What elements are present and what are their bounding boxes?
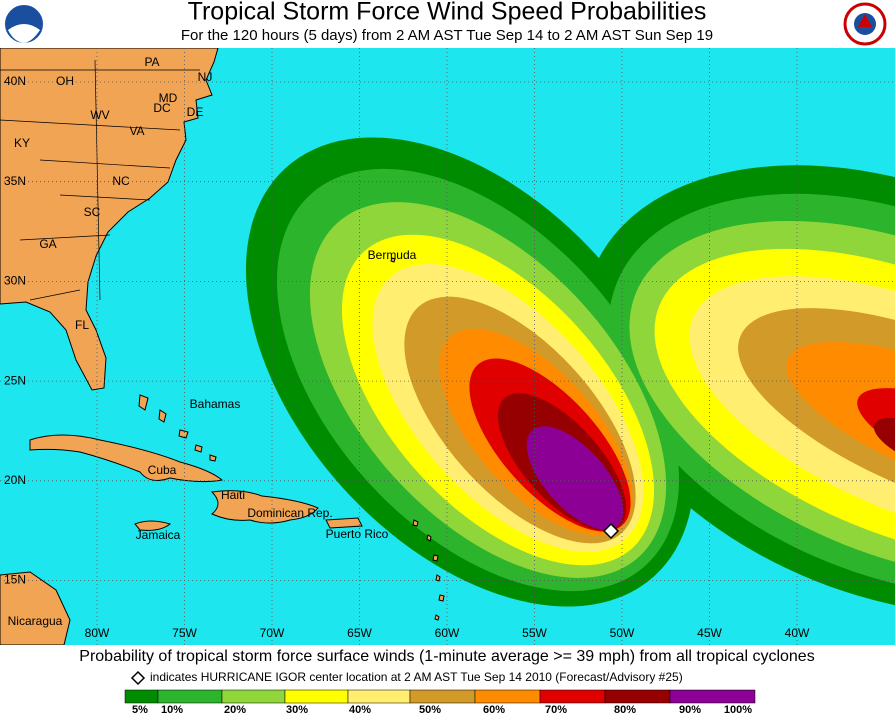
land (0, 48, 445, 645)
subtitle: For the 120 hours (5 days) from 2 AM AST… (181, 27, 713, 44)
place-label: VA (129, 124, 144, 138)
lon-label: 50W (610, 626, 635, 640)
lon-label: 45W (697, 626, 722, 640)
lat-label: 25N (4, 373, 26, 387)
storm-center-marker (602, 522, 620, 540)
lon-label: 60W (435, 626, 460, 640)
legend-swatch (221, 689, 286, 704)
lon-label: 65W (347, 626, 372, 640)
legend-label: 50% (419, 704, 441, 716)
lon-label: 80W (85, 626, 110, 640)
place-label: WV (90, 108, 109, 122)
legend-label: 5% (132, 704, 148, 716)
place-label: SC (84, 205, 101, 219)
legend: 5% 10% 20% 30% 40% 50% 60% 70% 80% 90% 100% (124, 689, 756, 716)
place-label: Nicaragua (8, 614, 63, 628)
legend-label: 90% (679, 704, 701, 716)
place-label: Jamaica (136, 528, 181, 542)
legend-swatch (539, 689, 606, 704)
note: indicates HURRICANE IGOR center location… (150, 670, 683, 684)
legend-label: 10% (161, 704, 183, 716)
legend-swatch (474, 689, 541, 704)
place-label: Dominican Rep. (247, 506, 332, 520)
place-label: DC (153, 101, 171, 115)
place-label: DE (187, 105, 204, 119)
legend-label: 80% (614, 704, 636, 716)
contour-level (786, 341, 895, 509)
legend-swatch (669, 689, 756, 704)
lon-label: 75W (172, 626, 197, 640)
legend-swatch (604, 689, 671, 704)
probability-contours (245, 137, 895, 615)
place-label: OH (56, 74, 74, 88)
place-label: NC (112, 174, 130, 188)
legend-marker (130, 670, 146, 686)
place-label: Puerto Rico (326, 527, 389, 541)
place-label: KY (14, 136, 30, 150)
contour-level (526, 426, 624, 530)
title: Tropical Storm Force Wind Speed Probabil… (188, 0, 707, 26)
place-label: Bermuda (368, 248, 417, 262)
legend-swatch (284, 689, 349, 704)
legend-swatch (157, 689, 223, 704)
legend-swatch (347, 689, 411, 704)
map-labels: 40N 35N 30N 25N 20N 15N 80W 75W 70W 65W 60W 55W 50W 4… (4, 55, 810, 640)
nws-logo (843, 2, 887, 46)
place-label: Cuba (148, 463, 177, 477)
place-label: GA (39, 237, 56, 251)
lat-label: 35N (4, 174, 26, 188)
lat-label: 30N (4, 274, 26, 288)
place-label: NJ (198, 70, 213, 84)
place-label: MD (159, 91, 178, 105)
legend-label: 60% (483, 704, 505, 716)
lat-label: 15N (4, 573, 26, 587)
legend-label: 20% (224, 704, 246, 716)
lat-label: 40N (4, 74, 26, 88)
legend-label: 40% (349, 704, 371, 716)
lat-label: 20N (4, 473, 26, 487)
lon-label: 55W (522, 626, 547, 640)
lon-label: 40W (785, 626, 810, 640)
place-label: PA (144, 55, 159, 69)
noaa-logo (3, 3, 45, 45)
legend-swatch (409, 689, 476, 704)
map: 40N 35N 30N 25N 20N 15N 80W 75W 70W 65W 60W 55W 50W 4… (0, 48, 895, 645)
place-label: FL (75, 318, 89, 332)
place-label: Bahamas (190, 397, 241, 411)
legend-label: 70% (545, 704, 567, 716)
legend-swatch (124, 689, 159, 704)
legend-label: 100% (724, 704, 752, 716)
place-label: Haiti (221, 488, 245, 502)
legend-label: 30% (286, 704, 308, 716)
caption: Probability of tropical storm force surf… (79, 648, 814, 665)
lon-label: 70W (260, 626, 285, 640)
